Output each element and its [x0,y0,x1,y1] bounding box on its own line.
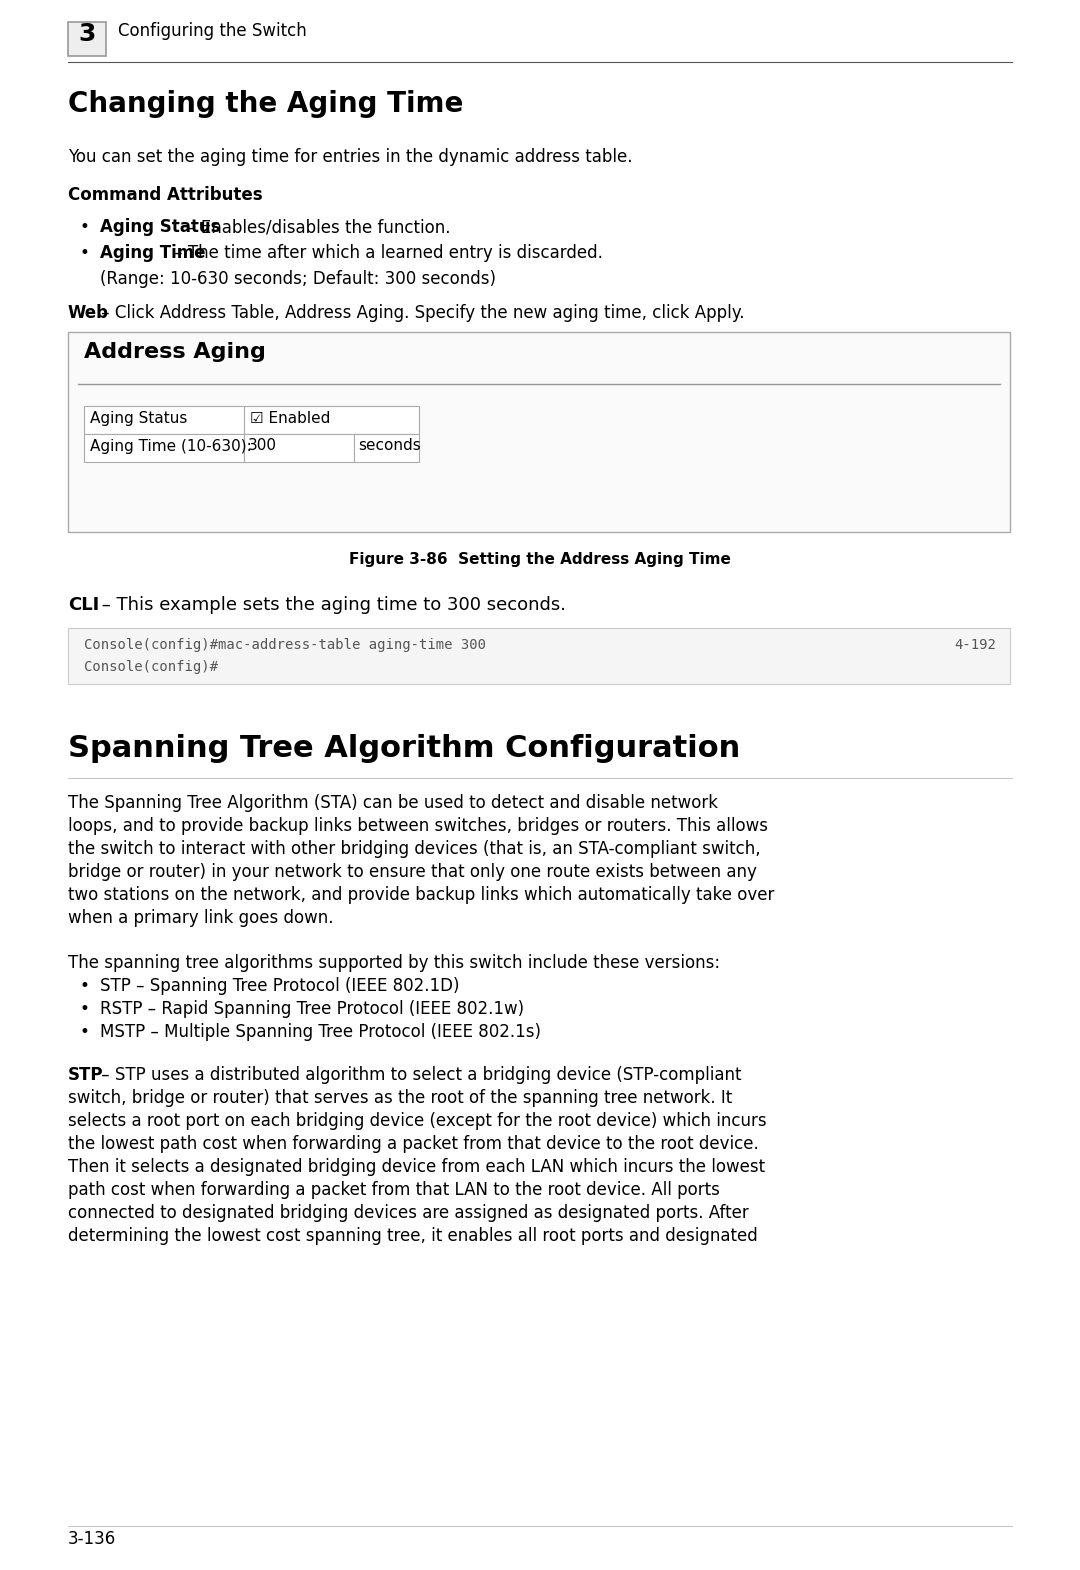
Text: – Enables/disables the function.: – Enables/disables the function. [183,218,450,236]
Text: when a primary link goes down.: when a primary link goes down. [68,909,334,926]
Text: CLI: CLI [68,597,99,614]
Text: 3-136: 3-136 [68,1531,117,1548]
Text: (Range: 10-630 seconds; Default: 300 seconds): (Range: 10-630 seconds; Default: 300 sec… [100,270,496,287]
Text: the switch to interact with other bridging devices (that is, an STA-compliant sw: the switch to interact with other bridgi… [68,840,760,857]
Text: switch, bridge or router) that serves as the root of the spanning tree network. : switch, bridge or router) that serves as… [68,1090,732,1107]
Text: 300: 300 [248,438,276,454]
Bar [68,22,106,57]
Text: MSTP – Multiple Spanning Tree Protocol (IEEE 802.1s): MSTP – Multiple Spanning Tree Protocol (… [100,1024,541,1041]
Bar [68,331,1010,532]
Text: Console(config)#mac-address-table aging-time 300: Console(config)#mac-address-table aging-… [84,637,486,652]
Bar [84,407,244,433]
Text: STP: STP [68,1066,104,1083]
Text: selects a root port on each bridging device (except for the root device) which i: selects a root port on each bridging dev… [68,1112,767,1130]
Text: determining the lowest cost spanning tree, it enables all root ports and designa: determining the lowest cost spanning tre… [68,1228,758,1245]
Text: Spanning Tree Algorithm Configuration: Spanning Tree Algorithm Configuration [68,735,740,763]
Text: seconds: seconds [357,438,421,454]
Text: Changing the Aging Time: Changing the Aging Time [68,89,463,118]
Text: Figure 3-86  Setting the Address Aging Time: Figure 3-86 Setting the Address Aging Ti… [349,553,731,567]
Text: •: • [80,1000,90,1017]
Text: loops, and to provide backup links between switches, bridges or routers. This al: loops, and to provide backup links betwe… [68,816,768,835]
Text: 4-192: 4-192 [954,637,996,652]
Bar [68,628,1010,685]
Bar [84,433,244,462]
Text: STP – Spanning Tree Protocol (IEEE 802.1D): STP – Spanning Tree Protocol (IEEE 802.1… [100,977,459,995]
Text: •: • [80,1024,90,1041]
Text: Address Aging: Address Aging [84,342,266,363]
Text: •: • [80,218,90,236]
Bar [244,407,419,433]
Text: – This example sets the aging time to 300 seconds.: – This example sets the aging time to 30… [96,597,566,614]
Text: 3: 3 [79,22,96,46]
Text: – The time after which a learned entry is discarded.: – The time after which a learned entry i… [168,243,603,262]
Text: Aging Time (10-630):: Aging Time (10-630): [90,438,252,454]
Text: Configuring the Switch: Configuring the Switch [118,22,307,39]
Text: Aging Time: Aging Time [100,243,205,262]
Text: Web: Web [68,305,109,322]
Text: Aging Status: Aging Status [90,410,187,425]
Text: Console(config)#: Console(config)# [84,659,218,674]
Bar [244,433,354,462]
Text: – STP uses a distributed algorithm to select a bridging device (STP-compliant: – STP uses a distributed algorithm to se… [96,1066,742,1083]
Text: path cost when forwarding a packet from that LAN to the root device. All ports: path cost when forwarding a packet from … [68,1181,720,1199]
Text: RSTP – Rapid Spanning Tree Protocol (IEEE 802.1w): RSTP – Rapid Spanning Tree Protocol (IEE… [100,1000,524,1017]
Bar [354,433,419,462]
Text: the lowest path cost when forwarding a packet from that device to the root devic: the lowest path cost when forwarding a p… [68,1135,759,1152]
Text: •: • [80,977,90,995]
Text: two stations on the network, and provide backup links which automatically take o: two stations on the network, and provide… [68,885,774,904]
Text: bridge or router) in your network to ensure that only one route exists between a: bridge or router) in your network to ens… [68,864,757,881]
Text: ☑ Enabled: ☑ Enabled [249,410,330,425]
Text: – Click Address Table, Address Aging. Specify the new aging time, click Apply.: – Click Address Table, Address Aging. Sp… [96,305,744,322]
Text: Aging Status: Aging Status [100,218,220,236]
Text: Command Attributes: Command Attributes [68,185,262,204]
Text: You can set the aging time for entries in the dynamic address table.: You can set the aging time for entries i… [68,148,633,166]
Text: The spanning tree algorithms supported by this switch include these versions:: The spanning tree algorithms supported b… [68,955,720,972]
Text: The Spanning Tree Algorithm (STA) can be used to detect and disable network: The Spanning Tree Algorithm (STA) can be… [68,794,718,812]
Text: •: • [80,243,90,262]
Text: Then it selects a designated bridging device from each LAN which incurs the lowe: Then it selects a designated bridging de… [68,1159,765,1176]
Text: connected to designated bridging devices are assigned as designated ports. After: connected to designated bridging devices… [68,1204,748,1221]
